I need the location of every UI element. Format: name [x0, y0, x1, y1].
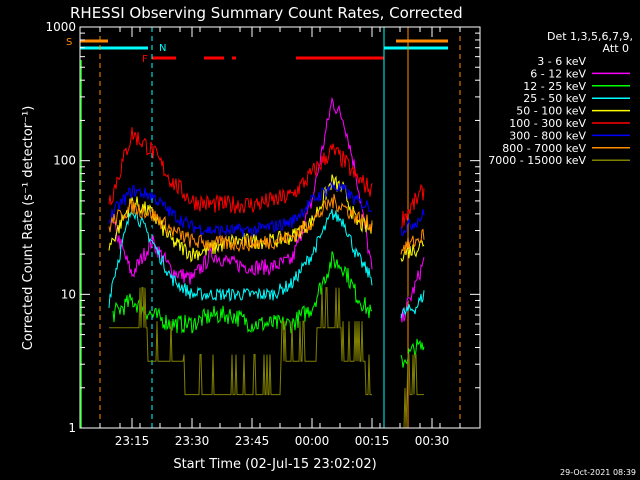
- legend-label: 50 - 100 keV: [516, 105, 586, 118]
- y-tick-label: 10: [61, 287, 76, 301]
- flare-flag-label: F: [142, 54, 148, 65]
- saa-flag-label: S: [66, 37, 72, 48]
- y-tick-label: 100: [53, 154, 76, 168]
- night-flag-label: N: [159, 43, 166, 54]
- legend-label: 100 - 300 keV: [509, 117, 586, 130]
- series-line: [108, 127, 425, 229]
- series-line: [112, 96, 425, 323]
- series-line: [108, 208, 425, 319]
- x-tick-label: 23:45: [235, 434, 270, 448]
- legend-header-1: Det 1,3,5,6,7,9,: [547, 30, 633, 43]
- legend-label: 300 - 800 keV: [509, 129, 586, 142]
- chart-title: RHESSI Observing Summary Count Rates, Co…: [70, 4, 463, 22]
- x-tick-label: 23:30: [175, 434, 210, 448]
- x-tick-label: 23:15: [115, 434, 150, 448]
- footer-timestamp: 29-Oct-2021 08:39: [560, 468, 636, 477]
- series-line: [109, 287, 424, 429]
- x-axis-label: Start Time (02-Jul-15 23:02:02): [173, 457, 376, 472]
- series-line: [112, 251, 425, 368]
- x-tick-label: 00:15: [355, 434, 390, 448]
- legend-label: 3 - 6 keV: [537, 55, 586, 68]
- x-tick-label: 00:30: [415, 434, 450, 448]
- series-line: [108, 193, 425, 255]
- y-axis-label: Corrected Count Rate (s⁻¹ detector⁻¹): [21, 106, 36, 351]
- legend-label: 800 - 7000 keV: [502, 142, 586, 155]
- legend-label: 25 - 50 keV: [523, 92, 586, 105]
- x-tick-label: 00:00: [295, 434, 330, 448]
- y-tick-label: 1: [68, 421, 76, 435]
- y-tick-label: 1000: [45, 20, 76, 34]
- series-group: [108, 96, 425, 429]
- legend-label: 6 - 12 keV: [530, 67, 586, 80]
- axes-group: 1 10 100 1000 23:15 23:30 23:45 00:00 00:15 00:30: [45, 20, 481, 448]
- legend-label: 7000 - 15000 keV: [488, 154, 586, 167]
- legend-header-2: Att 0: [603, 42, 629, 55]
- legend-label: 12 - 25 keV: [523, 80, 586, 93]
- series-line: [108, 181, 425, 238]
